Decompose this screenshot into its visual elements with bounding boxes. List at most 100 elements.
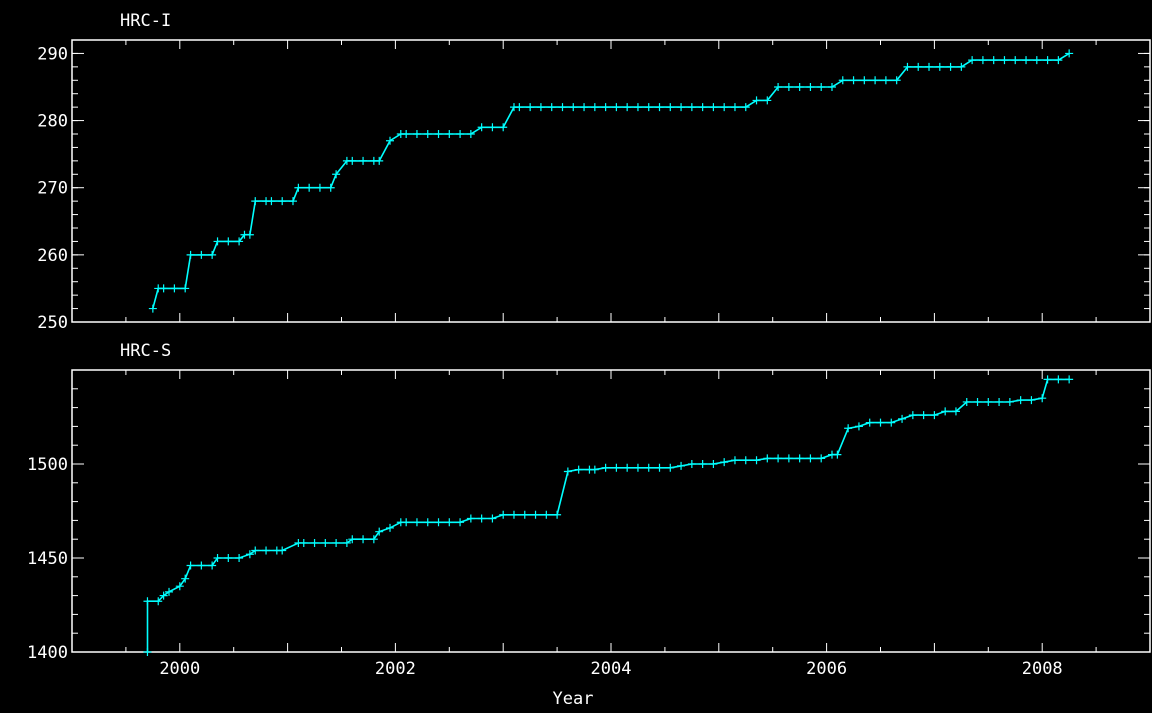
panel-2-data-point (520, 510, 529, 519)
panel-1-data-point (989, 56, 998, 65)
panel-1-data-point (946, 62, 955, 71)
panel-1-data-point (871, 76, 880, 85)
panel-1-data-point (666, 103, 675, 112)
panel-1-data-point (644, 103, 653, 112)
panel-2-data-point (995, 397, 1004, 406)
panel-1-data-point (332, 170, 341, 179)
panel-1-data-point (795, 83, 804, 91)
panel-2-data-point (720, 458, 729, 467)
panel-1-data-point (590, 103, 599, 112)
panel-2-data-point (795, 454, 804, 463)
panel-2-data-point (666, 463, 675, 472)
panel-2-data-point (887, 418, 896, 427)
panel-2-data-point (165, 587, 174, 596)
panel-2-data-point (310, 538, 319, 547)
panel-2-data-point (590, 465, 599, 474)
panel-2-data-point (245, 550, 254, 559)
panel-2-data-point (445, 518, 454, 527)
panel-1-data-point (623, 103, 632, 112)
panel-2-data-point (278, 546, 287, 555)
panel-2-data-point (143, 597, 152, 606)
panel-1-data-point (197, 250, 206, 259)
panel-2-data-point (623, 463, 632, 472)
panel-2-data-point (973, 397, 982, 406)
panel-1-data-point (278, 197, 287, 206)
panel-2-x-tick-label: 2004 (591, 659, 632, 679)
panel-1-data-point (488, 123, 497, 132)
panel-1-data-point (1065, 49, 1074, 58)
panel-2-data-point (299, 538, 308, 547)
panel-1-data-point (633, 103, 642, 112)
panel-2-data-point (655, 463, 664, 472)
panel-2-data-point (1027, 396, 1036, 405)
panel-1-data-point (288, 197, 297, 206)
panel-2-x-axis-label: Year (553, 689, 594, 708)
panel-2-data-point (181, 574, 190, 583)
panel-1-data-point (159, 284, 168, 293)
panel-2-data-point (369, 535, 378, 544)
panel-2-title: HRC-S (120, 341, 171, 361)
panel-2-data-point (477, 514, 486, 523)
panel-1-data-point (569, 103, 578, 112)
panel-2-data-point (563, 467, 572, 476)
panel-2-data-point (1065, 375, 1074, 384)
panel-1-data-point (186, 250, 195, 259)
panel-2-data-point (332, 538, 341, 547)
panel-1-data-point (1011, 56, 1020, 65)
panel-2-data-point (553, 510, 562, 519)
panel-1-data-point (774, 83, 783, 91)
panel-2-data-point (1054, 375, 1063, 384)
panel-2-data-point (1005, 397, 1014, 406)
panel-2-data-point (774, 454, 783, 463)
panel-1-data-point (752, 96, 761, 105)
panel-2-data-point (197, 561, 206, 570)
panel-1-data-point (245, 230, 254, 239)
panel-1-data-point (978, 56, 987, 65)
panel-1-data-point (359, 156, 368, 165)
panel-2-y-tick-label: 1450 (27, 549, 68, 569)
panel-2-x-tick-label: 2000 (159, 659, 200, 679)
panel-1-data-point (709, 103, 718, 112)
panel-1-data-point (1022, 56, 1031, 65)
panel-1-data-point (741, 103, 750, 112)
panel-1-data-point (181, 284, 190, 293)
panel-2-data-point (865, 418, 874, 427)
panel-2-data-point (854, 422, 863, 431)
panel-2-data-point (1016, 396, 1025, 405)
panel-1-data-point (1000, 56, 1009, 65)
panel-1-data-point (315, 183, 324, 192)
panel-1-data-point (466, 130, 475, 138)
panel-1-data-point (677, 103, 686, 112)
panel-1-data-point (267, 197, 276, 206)
panel-1-data-point (892, 76, 901, 85)
panel-1-data-point (515, 103, 524, 112)
panel-1-data-point (251, 197, 260, 206)
panel-1-data-point (375, 156, 384, 165)
panel-1-data-point (170, 284, 179, 293)
panel-2-data-point (763, 454, 772, 463)
panel-2-data-point (951, 407, 960, 416)
panel-1-y-tick-label: 280 (37, 112, 68, 132)
panel-2-data-point (687, 460, 696, 468)
panel-2-data-point (159, 591, 168, 600)
panel-1-y-tick-label: 260 (37, 246, 68, 266)
panel-2-data-point (1038, 394, 1047, 403)
panel-2-data-point (375, 527, 384, 536)
panel-2-x-tick-label: 2008 (1022, 659, 1063, 679)
panel-2-data-point (730, 456, 739, 465)
panel-2-data-point (784, 454, 793, 463)
panel-1-data-point (763, 96, 772, 105)
panel-1-data-point (601, 103, 610, 112)
panel-1-data-point (817, 83, 826, 91)
panel-2-data-point (402, 518, 411, 527)
panel-2-data-point (898, 414, 907, 423)
panel-2-data-point (186, 561, 195, 570)
panel-1-data-point (386, 136, 395, 145)
panel-2-data-point (466, 514, 475, 523)
panel-2-data-point (412, 518, 421, 527)
panel-2-data-point (423, 518, 432, 527)
panel-1-data-point (925, 62, 934, 71)
panel-1-data-point (860, 76, 869, 85)
panel-1-data-point (730, 103, 739, 112)
panel-1-data-point (698, 103, 707, 112)
